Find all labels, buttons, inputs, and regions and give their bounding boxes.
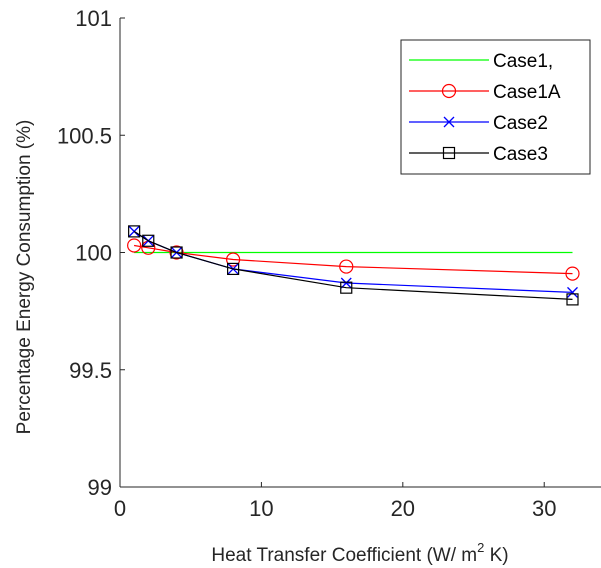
- series-line-case3: [133, 230, 573, 300]
- legend-label-case1: Case1,: [493, 51, 553, 72]
- data-point-case3-0: [128, 225, 141, 238]
- x-axis-label: Heat Transfer Coefficient (W/ m2 K): [211, 540, 508, 566]
- data-point-case3-4: [340, 281, 353, 294]
- series-line-case1a: [134, 244, 573, 275]
- legend-marker-case2: [443, 116, 455, 128]
- x-tick-label-3: 30: [532, 496, 556, 521]
- y-tick-label-4: 101: [75, 6, 112, 31]
- data-point-case2-4: [340, 277, 352, 289]
- x-axis-label-superscript: 2: [477, 540, 484, 555]
- plot-area: [127, 225, 580, 306]
- series-group: [127, 225, 580, 306]
- y-tick-label-1: 99.5: [69, 358, 112, 383]
- x-axis-label-suffix: K): [484, 545, 508, 566]
- legend-label-case1a: Case1A: [493, 82, 561, 103]
- legend-label-case2: Case2: [493, 113, 548, 134]
- data-point-case1a-4: [339, 259, 354, 274]
- y-tick-label-0: 99: [88, 475, 112, 500]
- legend-marker-case1a: [441, 83, 457, 99]
- data-point-case3-5: [566, 293, 579, 306]
- x-tick-label-2: 20: [391, 496, 415, 521]
- x-tick-label-1: 10: [249, 496, 273, 521]
- data-point-case1a-2: [169, 245, 184, 260]
- y-axis-label: Percentage Energy Consumption (%): [14, 120, 35, 435]
- legend-box: [400, 39, 591, 175]
- series-line-case2: [133, 230, 573, 293]
- legend: Case1, Case1A Case2 Case3: [400, 39, 591, 175]
- x-tick-label-0: 0: [114, 496, 126, 521]
- legend-marker-case3: [442, 146, 456, 160]
- data-point-case3-3: [227, 262, 240, 276]
- y-tick-label-2: 100: [75, 241, 112, 266]
- data-point-case1a-5: [565, 266, 580, 281]
- y-tick-label-3: 100.5: [57, 123, 112, 148]
- data-point-case3-1: [142, 234, 155, 247]
- data-point-case3-2: [170, 246, 183, 259]
- legend-label-case3: Case3: [493, 144, 548, 165]
- data-point-case1a-3: [226, 252, 241, 267]
- x-axis-label-main: Heat Transfer Coefficient (W/ m: [211, 545, 477, 566]
- data-point-case1a-0: [127, 238, 142, 253]
- data-point-case2-5: [567, 286, 578, 298]
